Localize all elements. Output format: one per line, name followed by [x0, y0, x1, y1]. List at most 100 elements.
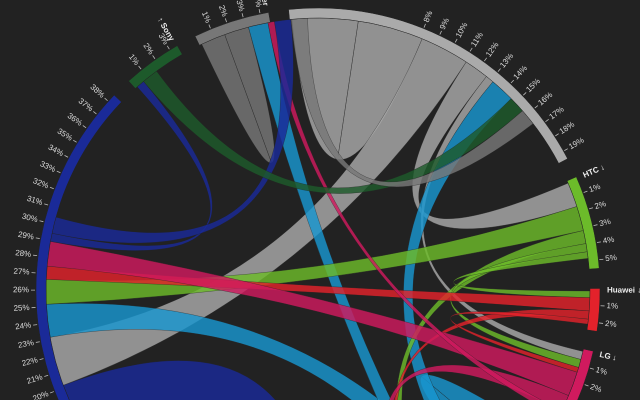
- group-name: LG ↓: [599, 350, 618, 363]
- tick-label: 16%: [536, 90, 554, 107]
- tick-mark: [241, 13, 244, 18]
- tick-label: 33%: [39, 159, 57, 174]
- tick-mark: [44, 203, 49, 206]
- group-arc: [566, 176, 600, 270]
- tick-mark: [166, 45, 170, 50]
- tick-mark: [138, 65, 142, 70]
- tick-label: 1%: [200, 10, 213, 24]
- tick-label: 35%: [56, 127, 74, 143]
- tick-mark: [49, 186, 54, 190]
- tick-mark: [152, 55, 156, 59]
- tick-label: 17%: [547, 105, 565, 122]
- tick-label: 1%: [588, 182, 602, 194]
- tick-label: 31%: [26, 194, 44, 207]
- tick-mark: [534, 105, 539, 109]
- tick-mark: [56, 170, 61, 174]
- tick-label: 14%: [512, 64, 530, 82]
- tick-label: 29%: [17, 230, 34, 242]
- tick-label: 25%: [13, 303, 30, 313]
- tick-label: 3%: [598, 217, 611, 228]
- tick-label: 2%: [605, 319, 618, 329]
- ribbon: [51, 19, 294, 244]
- tick-mark: [35, 341, 40, 343]
- tick-label: 1%: [127, 52, 141, 67]
- tick-label: 21%: [26, 372, 44, 385]
- tick-label: 1%: [595, 365, 609, 377]
- tick-label: 24%: [15, 321, 32, 332]
- tick-mark: [93, 111, 97, 115]
- tick-label: 15%: [524, 76, 542, 94]
- tick-label: 36%: [66, 111, 84, 128]
- tick-mark: [39, 220, 44, 223]
- tick-mark: [497, 68, 501, 72]
- tick-mark: [583, 190, 588, 193]
- tick-label: 11%: [469, 31, 485, 49]
- tick-label: 22%: [21, 355, 39, 368]
- tick-mark: [439, 30, 442, 35]
- tick-mark: [64, 155, 69, 158]
- tick-mark: [44, 374, 49, 377]
- ribbons: [45, 17, 591, 400]
- tick-label: 2%: [593, 199, 607, 211]
- tick-label: 34%: [47, 143, 65, 158]
- group-arc: [194, 12, 271, 46]
- tick-label: 4%: [252, 0, 263, 8]
- tick-label: 12%: [484, 40, 501, 58]
- tick-label: 18%: [558, 120, 576, 136]
- tick-label: 13%: [498, 52, 515, 70]
- ribbon: [63, 360, 276, 400]
- tick-label: 37%: [77, 96, 95, 113]
- tick-mark: [555, 133, 559, 137]
- group-arcs: [35, 7, 601, 400]
- tick-label: 2%: [217, 4, 229, 18]
- tick-label: 4%: [602, 235, 615, 246]
- tick-mark: [73, 139, 77, 143]
- tick-mark: [454, 38, 458, 43]
- group-arc: [566, 348, 594, 400]
- tick-mark: [545, 118, 549, 122]
- tick-label: 1%: [606, 301, 618, 311]
- tick-mark: [596, 241, 602, 243]
- tick-label: 32%: [32, 176, 50, 190]
- tick-label: 5%: [605, 253, 617, 263]
- tick-label: 28%: [15, 248, 32, 259]
- tick-label: 9%: [438, 17, 451, 31]
- group-name: Huawei ↓: [607, 286, 640, 295]
- tick-mark: [510, 79, 515, 84]
- tick-label: 2%: [141, 42, 155, 57]
- tick-mark: [589, 367, 594, 370]
- tick-mark: [593, 224, 598, 226]
- tick-label: 19%: [567, 136, 585, 152]
- tick-mark: [35, 237, 40, 239]
- tick-mark: [584, 384, 589, 387]
- tick-label: 20%: [32, 389, 50, 400]
- group-name: ↑ Other: [256, 0, 270, 7]
- tick-mark: [49, 391, 54, 394]
- group-arc: [35, 94, 122, 400]
- tick-mark: [224, 18, 227, 23]
- tick-mark: [82, 125, 87, 129]
- tick-label: 23%: [17, 338, 34, 350]
- tick-mark: [564, 148, 568, 151]
- tick-mark: [589, 207, 594, 210]
- tick-label: 30%: [21, 212, 39, 225]
- tick-label: 27%: [13, 267, 30, 277]
- tick-label: 26%: [13, 285, 29, 294]
- tick-mark: [469, 47, 473, 52]
- tick-label: 3%: [235, 0, 247, 12]
- tick-mark: [484, 57, 488, 62]
- labels: 8%9% 10%11%12%13%14%15%16%17%18%19%1%2%3%…: [13, 0, 640, 400]
- tick-label: 38%: [88, 82, 106, 99]
- tick-mark: [258, 9, 261, 14]
- tick-mark: [208, 24, 211, 29]
- tick-label: 8%: [422, 9, 435, 23]
- tick-label: 2%: [589, 382, 603, 394]
- group-arc: [586, 288, 601, 332]
- tick-mark: [423, 23, 426, 28]
- group-arc: [128, 45, 183, 89]
- tick-mark: [104, 97, 108, 102]
- tick-mark: [523, 92, 527, 96]
- tick-label: 3%: [582, 399, 596, 400]
